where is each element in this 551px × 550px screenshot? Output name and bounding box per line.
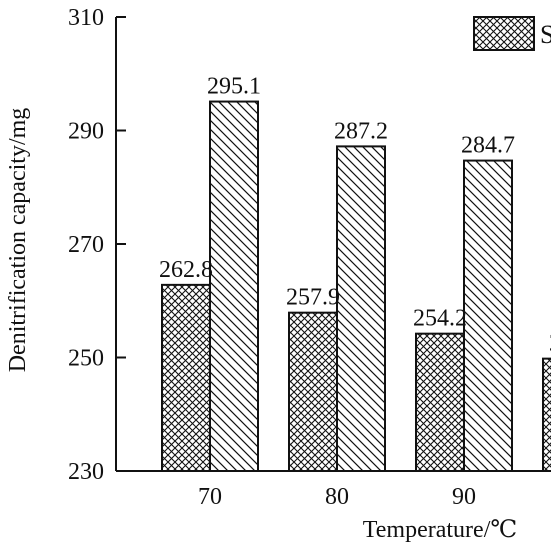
data-label: 284.7	[461, 133, 515, 159]
x-tick-label: 70	[198, 484, 222, 510]
y-tick-label: 230	[68, 459, 104, 485]
bar-series-1	[542, 357, 551, 473]
data-label: 249	[549, 331, 551, 357]
x-tick-label: 90	[452, 484, 476, 510]
bar-series-1	[288, 311, 338, 473]
bars	[161, 100, 551, 473]
legend-swatch-series-1	[473, 16, 535, 51]
y-tick-label: 290	[68, 119, 104, 145]
y-tick-label: 270	[68, 232, 104, 258]
y-tick-label: 250	[68, 346, 104, 372]
data-label: 257.9	[286, 285, 340, 311]
data-label: 295.1	[207, 74, 261, 100]
y-axis-title: Denitrification capacity/mg	[5, 108, 31, 373]
legend-label-series-1: S	[540, 20, 551, 49]
data-label: 254.2	[413, 306, 467, 332]
data-label: 287.2	[334, 118, 388, 144]
axes: 230 250 270 290 310 70 80 90	[68, 5, 551, 510]
x-tick-label: 80	[325, 484, 349, 510]
x-axis-title: Temperature/℃	[363, 517, 517, 543]
data-label: 262.8	[159, 257, 213, 283]
data-labels: 262.8 295.1 257.9 287.2 254.2 284.7 249	[159, 74, 551, 357]
bar-series-2	[209, 100, 259, 473]
legend: S	[473, 16, 551, 51]
bar-series-1	[415, 332, 465, 473]
y-tick-label: 310	[68, 5, 104, 31]
bar-series-2	[336, 145, 386, 472]
bar-series-2	[463, 159, 513, 472]
bar-series-1	[161, 283, 211, 472]
